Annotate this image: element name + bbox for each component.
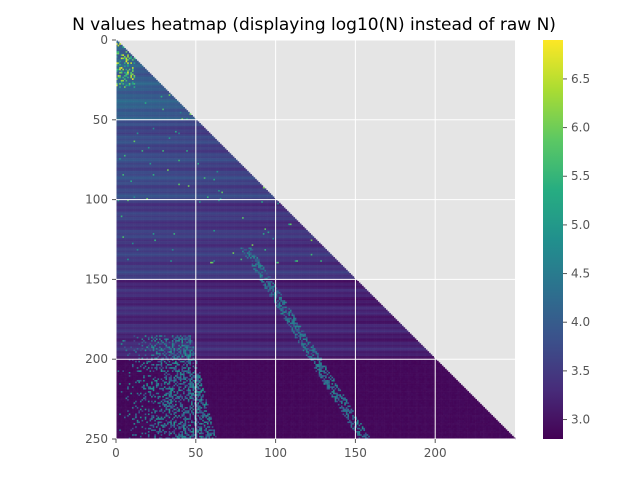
chart-title: N values heatmap (displaying log10(N) in… bbox=[72, 15, 556, 35]
plot-area bbox=[116, 40, 515, 439]
